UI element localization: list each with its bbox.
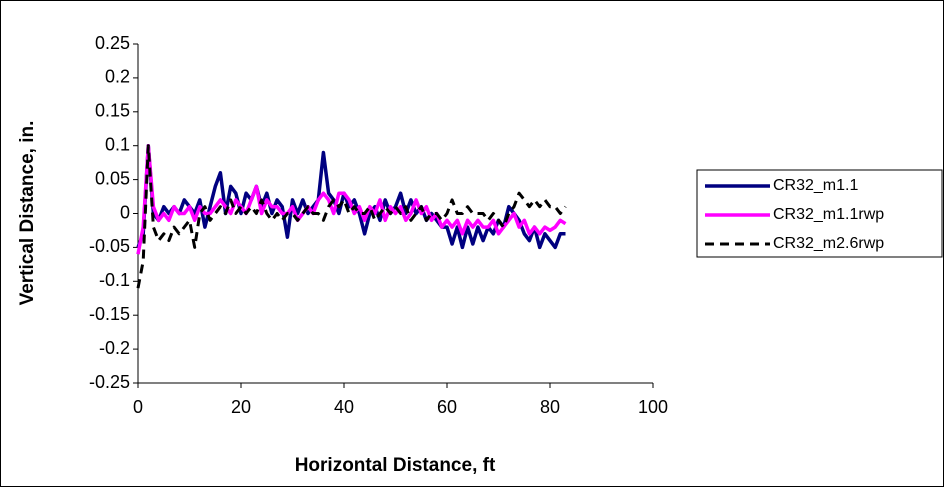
legend-label: CR32_m2.6rwp xyxy=(773,235,884,252)
x-tick-label: 80 xyxy=(540,397,560,417)
y-tick-label: 0 xyxy=(120,202,130,222)
legend-label: CR32_m1.1rwp xyxy=(773,206,884,223)
y-axis-label: Vertical Distance, in. xyxy=(17,121,38,306)
series-line xyxy=(136,144,567,289)
y-tick-label: 0.05 xyxy=(95,168,130,188)
x-tick-label: 40 xyxy=(334,397,354,417)
series-line xyxy=(136,143,567,255)
x-axis-label: Horizontal Distance, ft xyxy=(295,455,496,476)
y-tick-label: 0.25 xyxy=(95,33,130,53)
y-tick-label: 0.2 xyxy=(105,67,130,87)
y-tick-label: -0.25 xyxy=(89,372,130,392)
y-tick-label: -0.15 xyxy=(89,304,130,324)
x-tick-label: 60 xyxy=(437,397,457,417)
y-tick-label: 0.1 xyxy=(105,134,130,154)
y-tick-label: -0.05 xyxy=(89,236,130,256)
y-tick-label: -0.2 xyxy=(99,338,130,358)
legend-label: CR32_m1.1 xyxy=(773,177,858,194)
x-tick-label: 20 xyxy=(231,397,251,417)
y-tick-label: 0.15 xyxy=(95,101,130,121)
x-tick-label: 100 xyxy=(638,397,668,417)
x-tick-label: 0 xyxy=(133,397,143,417)
y-tick-label: -0.1 xyxy=(99,270,130,290)
